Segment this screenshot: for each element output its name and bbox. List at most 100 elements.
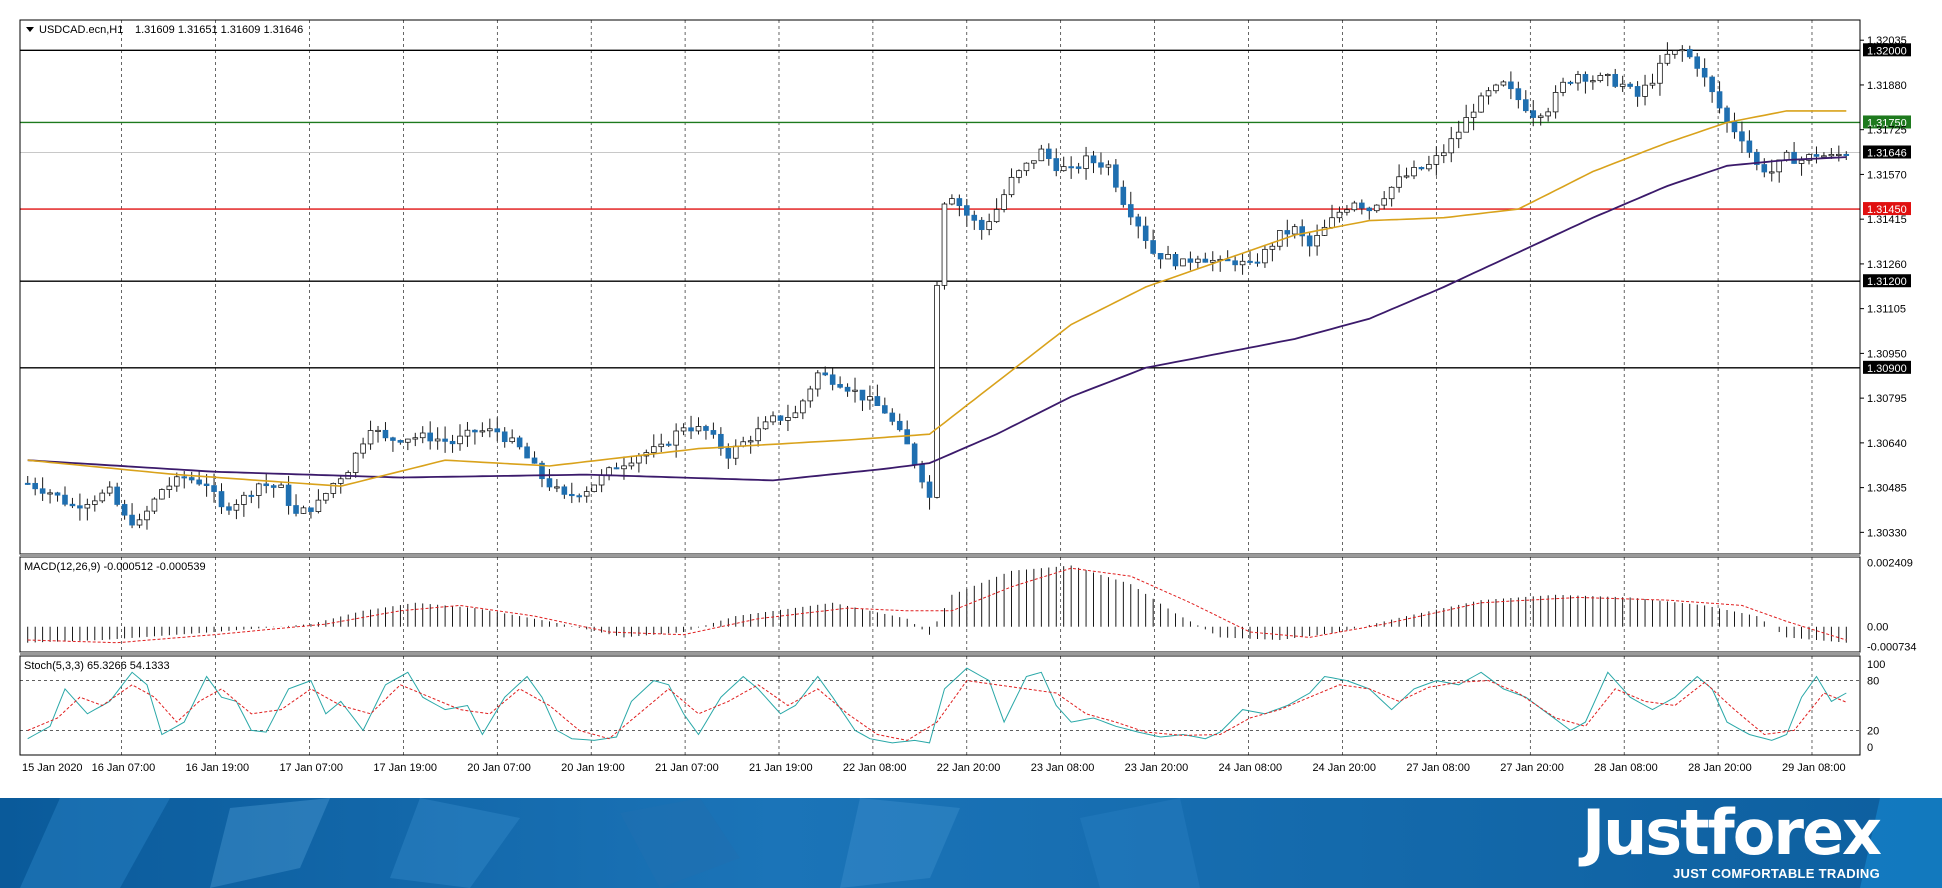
candle-body <box>1351 202 1358 211</box>
candle-body <box>986 221 992 231</box>
candle-body <box>151 498 158 512</box>
candle-body <box>1821 155 1827 158</box>
candle-body <box>1120 186 1127 205</box>
candle-body <box>680 427 687 432</box>
candle-body <box>293 505 299 514</box>
candle-body <box>1463 117 1469 133</box>
ohlc-label: 1.31609 1.31651 1.31609 1.31646 <box>135 24 303 36</box>
macd-tick-label: 0.00 <box>1867 622 1888 634</box>
candle-body <box>1441 152 1447 157</box>
candles <box>24 42 1850 530</box>
candle-body <box>554 486 560 489</box>
stoch-tick-label: 100 <box>1867 659 1885 671</box>
candle-body <box>1672 50 1678 55</box>
candle-body <box>524 446 530 459</box>
candle-body <box>1522 99 1529 112</box>
candle-body <box>323 493 329 501</box>
dropdown-triangle-icon[interactable] <box>26 27 34 32</box>
candle-body <box>1791 151 1797 164</box>
candle-body <box>255 483 262 496</box>
candle-body <box>1060 166 1067 172</box>
candle-body <box>39 488 46 494</box>
pane-separator <box>20 554 1860 557</box>
candle-body <box>1045 148 1052 159</box>
candle-body <box>1470 111 1477 118</box>
candle-body <box>412 437 419 440</box>
candle-body <box>1239 260 1246 266</box>
candle-body <box>449 440 456 445</box>
candle-body <box>941 203 948 286</box>
time-tick-label: 21 Jan 07:00 <box>655 762 719 774</box>
stoch-tick-label: 20 <box>1867 725 1879 737</box>
candle-body <box>218 491 225 508</box>
candle-body <box>762 421 769 430</box>
candle-body <box>1448 138 1455 154</box>
candle-body <box>308 507 314 512</box>
candle-body <box>32 482 38 490</box>
candle-body <box>1016 170 1022 178</box>
time-tick-label: 22 Jan 20:00 <box>937 762 1001 774</box>
candle-body <box>1694 56 1701 69</box>
candle-body <box>777 415 784 421</box>
candle-body <box>1679 49 1686 52</box>
chart-header: USDCAD.ecn,H1 1.31609 1.31651 1.31609 1.… <box>26 24 303 36</box>
candle-body <box>531 457 538 464</box>
candle-body <box>770 415 776 423</box>
candle-body <box>1008 176 1015 196</box>
candle-body <box>1172 254 1179 267</box>
candle-body <box>822 372 829 376</box>
candle-body <box>814 372 821 390</box>
candle-body <box>487 428 493 432</box>
candle-body <box>695 426 702 432</box>
candle-body <box>1754 151 1760 165</box>
candle-body <box>1455 131 1462 140</box>
candle-body <box>330 482 337 494</box>
stoch-tick-label: 80 <box>1867 676 1879 688</box>
grid <box>121 20 1813 755</box>
candle-body <box>621 465 627 470</box>
ma-fast-line <box>27 110 1847 488</box>
candle-body <box>442 438 448 442</box>
price-tick-label: 1.32035 <box>1867 35 1907 47</box>
price-tick-label: 1.31880 <box>1867 80 1907 92</box>
macd-label: MACD(12,26,9) -0.000512 -0.000539 <box>24 561 206 573</box>
candle-body <box>248 494 255 497</box>
brand: Justforex JUST COMFORTABLE TRADING <box>1582 798 1882 882</box>
candle-body <box>173 476 180 487</box>
candle-body <box>569 493 575 497</box>
level-price-badge <box>1863 360 1911 374</box>
candle-body <box>47 492 53 495</box>
candle-body <box>1746 140 1753 153</box>
candle-body <box>121 504 128 516</box>
candle-body <box>181 476 188 479</box>
candle-body <box>1277 230 1283 247</box>
candle-body <box>628 462 635 467</box>
level-price-label: 1.30900 <box>1867 363 1907 375</box>
candle-body <box>159 489 165 500</box>
candle-body <box>390 437 396 441</box>
candle-body <box>1537 115 1544 118</box>
candle-body <box>1098 162 1104 168</box>
price-tick-label: 1.30485 <box>1867 483 1907 495</box>
candle-body <box>419 432 426 439</box>
candle-body <box>405 438 411 443</box>
macd-signal-line <box>27 567 1847 644</box>
candle-body <box>382 429 389 439</box>
candle-body <box>375 429 381 432</box>
candle-body <box>1418 166 1425 170</box>
candle-body <box>509 437 515 443</box>
candle-body <box>800 400 806 414</box>
candle-body <box>1828 154 1835 157</box>
candle-body <box>464 429 471 437</box>
candle-body <box>1202 258 1209 263</box>
candle-body <box>54 492 61 496</box>
candle-body <box>785 417 791 421</box>
candle-body <box>241 494 247 505</box>
candle-body <box>1836 153 1842 156</box>
candle-body <box>337 478 344 484</box>
candle-body <box>837 384 843 388</box>
candle-body <box>1336 211 1343 219</box>
candle-body <box>84 504 91 509</box>
candle-body <box>1582 74 1589 82</box>
candle-body <box>1597 74 1604 82</box>
